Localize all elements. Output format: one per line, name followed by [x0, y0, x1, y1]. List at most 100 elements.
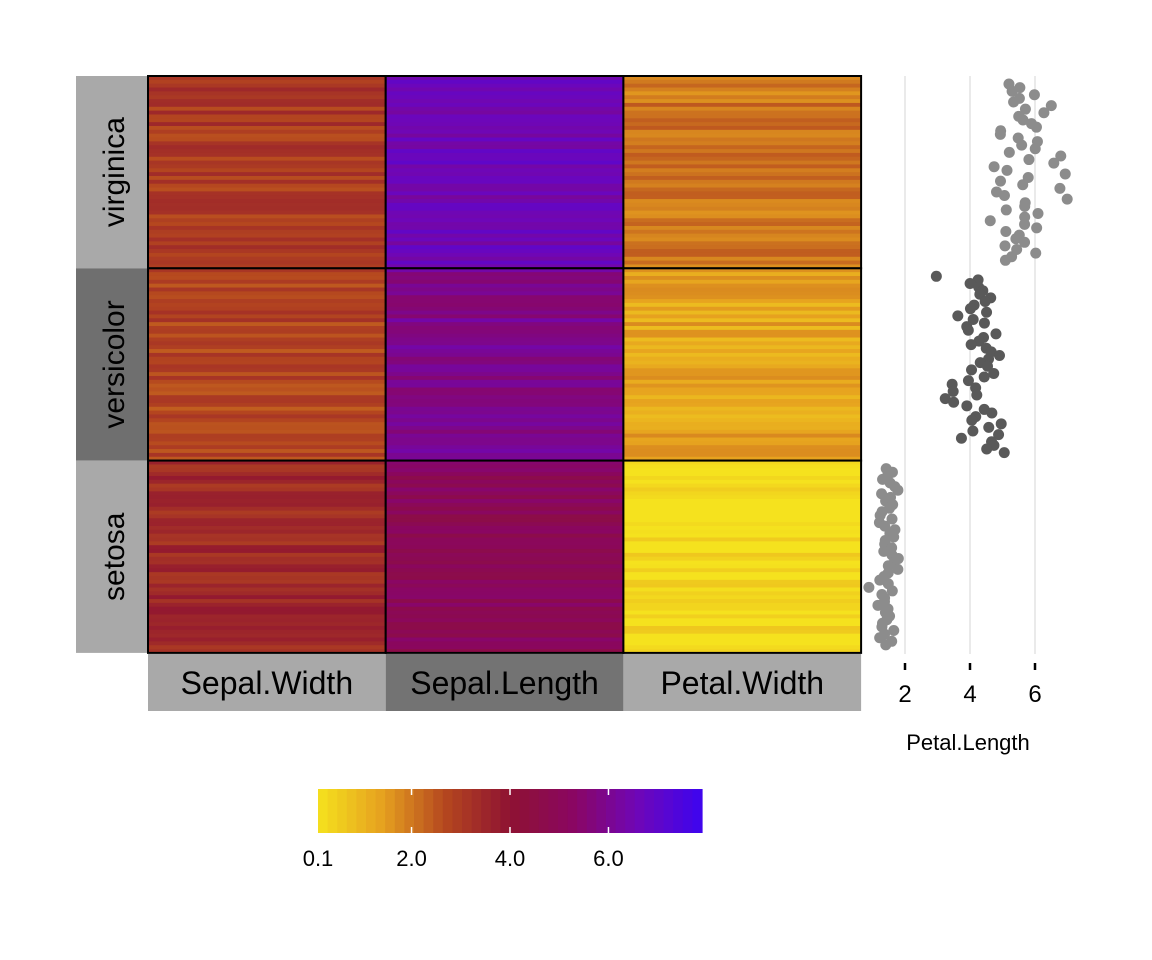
heatmap-strip	[623, 318, 862, 323]
heatmap-strip	[148, 468, 386, 473]
heatmap-strip	[623, 310, 862, 316]
heatmap-strip	[148, 391, 386, 396]
colorbar-segment	[337, 789, 348, 833]
heatmap-strip	[385, 418, 624, 423]
heatmap-strip	[623, 260, 862, 266]
heatmap-strip	[148, 306, 386, 312]
heatmap-strip	[623, 587, 862, 592]
heatmap-strip	[623, 622, 862, 627]
side-plot-point	[988, 161, 1000, 173]
heatmap-strip	[385, 572, 624, 577]
side-plot-point	[962, 375, 974, 387]
heatmap-strip	[148, 579, 386, 585]
heatmap-strip	[148, 437, 386, 442]
heatmap-strip	[385, 133, 624, 139]
side-plot-point	[1023, 154, 1035, 166]
heatmap-strip	[623, 195, 862, 200]
heatmap-strip	[148, 95, 386, 100]
heatmap-strip	[148, 156, 386, 162]
heatmap-strip	[385, 602, 624, 608]
heatmap-strip	[148, 349, 386, 354]
heatmap-strip	[385, 402, 624, 408]
side-plot-point	[872, 599, 884, 611]
side-plot-point	[1031, 222, 1043, 234]
heatmap-strip	[148, 199, 386, 204]
side-plot-point	[1055, 150, 1067, 162]
heatmap-strip	[623, 349, 862, 354]
heatmap-strip	[148, 241, 386, 246]
heatmap-strip	[385, 287, 624, 292]
heatmap-strip	[385, 156, 624, 162]
heatmap-strip	[148, 649, 386, 654]
heatmap-strip	[148, 160, 386, 166]
heatmap-strip	[623, 145, 862, 150]
heatmap-strip	[385, 433, 624, 439]
side-plot-point	[995, 175, 1007, 187]
heatmap-strip	[385, 183, 624, 189]
side-plot-point	[966, 414, 978, 426]
heatmap-strip	[148, 291, 386, 296]
heatmap-strip	[623, 649, 862, 654]
colorbar-segment	[634, 789, 645, 833]
heatmap-strip	[623, 287, 862, 292]
side-plot-point	[863, 581, 875, 593]
heatmap-strip	[385, 525, 624, 531]
heatmap-strip	[148, 399, 386, 404]
heatmap-strip	[623, 356, 862, 362]
colorbar-legend: 0.1 2.0 4.0 6.0	[303, 789, 703, 871]
heatmap-cell-virginica-sepal-length	[384, 75, 625, 270]
colorbar-segment	[490, 789, 501, 833]
heatmap-strip	[623, 352, 862, 358]
heatmap-strip	[148, 118, 386, 123]
heatmap-strip	[623, 372, 862, 377]
colorbar-segment	[318, 789, 329, 833]
heatmap-strip	[148, 537, 386, 542]
colorbar-segment	[452, 789, 463, 833]
heatmap-strip	[148, 529, 386, 535]
heatmap-strip	[385, 283, 624, 289]
heatmap-strip	[385, 487, 624, 492]
heatmap-strip	[148, 279, 386, 285]
side-plot-point	[971, 389, 983, 401]
heatmap-strip	[385, 160, 624, 166]
heatmap-strip	[385, 102, 624, 108]
heatmap-strip	[385, 645, 624, 650]
side-plot-point	[1019, 218, 1031, 230]
side-plot-point	[964, 303, 976, 315]
heatmap-strip	[623, 522, 862, 527]
heatmap-strip	[623, 210, 862, 216]
heatmap-strip	[623, 252, 862, 258]
heatmap-strip	[623, 425, 862, 431]
colorbar-segment	[529, 789, 540, 833]
heatmap-strip	[148, 633, 386, 639]
heatmap-strip	[148, 187, 386, 192]
heatmap-strip	[148, 356, 386, 362]
row-group-label-versicolor: versicolor	[98, 300, 131, 428]
colorbar-segment	[471, 789, 482, 833]
heatmap-strip	[148, 364, 386, 369]
heatmap-strip	[148, 414, 386, 419]
heatmap-strip	[148, 206, 386, 212]
heatmap-strip	[623, 172, 862, 177]
colorbar-segment	[481, 789, 492, 833]
heatmap-strip	[385, 483, 624, 489]
heatmap-cell-versicolor-sepal-width	[147, 267, 387, 462]
side-plot-point	[979, 295, 991, 307]
heatmap-strip	[623, 422, 862, 427]
heatmap-strip	[148, 168, 386, 173]
heatmap-strip	[623, 552, 862, 558]
heatmap-strip	[623, 645, 862, 650]
heatmap-strip	[623, 437, 862, 442]
heatmap-strip	[623, 160, 862, 166]
heatmap-strip	[385, 275, 624, 281]
colorbar-segment	[385, 789, 396, 833]
heatmap-strip	[148, 599, 386, 604]
colorbar-segment	[682, 789, 693, 833]
heatmap-strip	[385, 614, 624, 619]
heatmap-strip	[148, 256, 386, 262]
column-label-box-petal-width	[623, 654, 862, 711]
heatmap-strip	[385, 468, 624, 473]
colorbar-segment	[577, 789, 588, 833]
heatmap-cell-versicolor-petal-width	[622, 267, 863, 462]
heatmap-strip	[385, 414, 624, 419]
